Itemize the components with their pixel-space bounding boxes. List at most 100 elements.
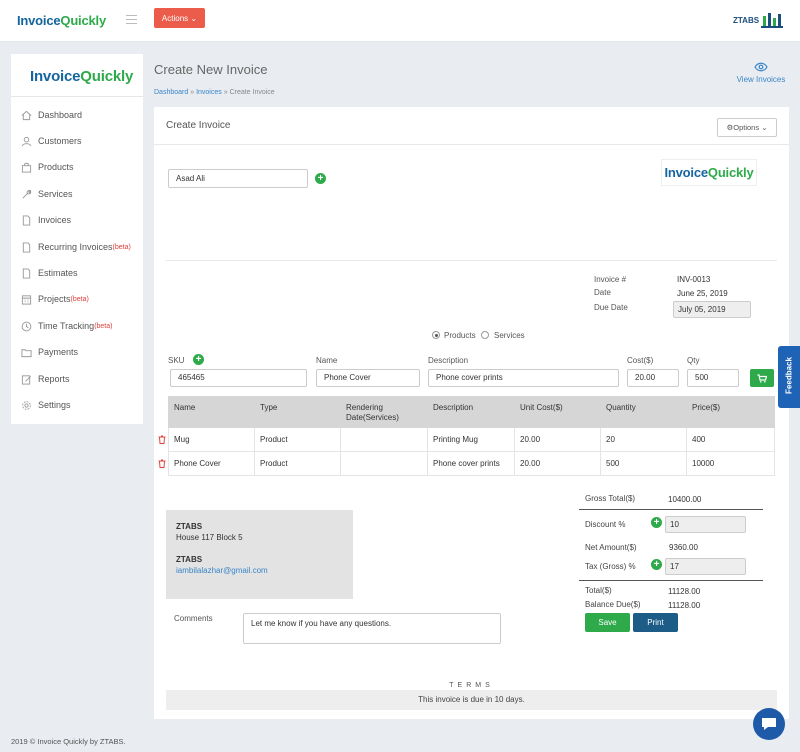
balance-due-label: Balance Due($) xyxy=(585,600,641,609)
services-radio-label: Services xyxy=(494,331,525,340)
company-logo-icon[interactable] xyxy=(760,10,784,30)
cost-input[interactable]: 20.00 xyxy=(627,369,679,387)
tax-plus-icon[interactable]: + xyxy=(651,559,662,570)
chat-button[interactable] xyxy=(753,708,785,740)
options-button[interactable]: ⚙Options ⌄ xyxy=(717,118,777,137)
sidebar: InvoiceQuickly Dashboard Customers Produ… xyxy=(11,54,143,424)
header-price: Price($) xyxy=(692,403,721,412)
tax-input[interactable]: 17 xyxy=(665,558,746,575)
gross-total-label: Gross Total($) xyxy=(585,494,636,503)
sidebar-item-invoices[interactable]: Invoices xyxy=(21,213,71,227)
products-radio-label: Products xyxy=(444,331,476,340)
delete-row-icon[interactable] xyxy=(158,459,166,468)
date-value[interactable]: June 25, 2019 xyxy=(677,289,728,298)
table-header: Name Type Rendering Date(Services) Descr… xyxy=(168,396,775,428)
due-date-field[interactable]: July 05, 2019 xyxy=(673,301,751,318)
description-input[interactable]: Phone cover prints xyxy=(428,369,619,387)
edit-icon xyxy=(21,374,31,385)
delete-row-icon[interactable] xyxy=(158,435,166,444)
sidebar-item-estimates[interactable]: Estimates xyxy=(21,266,78,280)
net-amount-value: 9360.00 xyxy=(669,543,698,552)
sku-input[interactable]: 465465 xyxy=(170,369,307,387)
feedback-tab[interactable]: Feedback xyxy=(778,346,800,408)
add-sku-icon[interactable]: + xyxy=(193,354,204,365)
sidebar-item-dashboard[interactable]: Dashboard xyxy=(21,108,82,122)
cell-unit-cost: 20.00 xyxy=(514,452,600,476)
add-to-cart-button[interactable] xyxy=(750,369,774,387)
sidebar-logo[interactable]: InvoiceQuickly xyxy=(30,68,134,85)
discount-plus-icon[interactable]: + xyxy=(651,517,662,528)
comments-textarea[interactable]: Let me know if you have any questions. xyxy=(243,613,501,644)
save-button[interactable]: Save xyxy=(585,613,630,632)
company-name: ZTABS xyxy=(176,522,203,531)
invoice-logo: Invoice Quickly xyxy=(661,159,757,186)
services-radio[interactable] xyxy=(481,331,489,339)
sidebar-item-services[interactable]: Services xyxy=(21,187,73,201)
actions-button[interactable]: Actions ⌄ xyxy=(154,8,205,28)
cell-rendering-date xyxy=(340,452,427,476)
add-customer-icon[interactable]: + xyxy=(315,173,326,184)
header-quantity: Quantity xyxy=(606,403,636,412)
top-bar: InvoiceQuickly Actions ⌄ ZTABS xyxy=(0,0,800,42)
qty-label: Qty xyxy=(687,356,700,365)
sidebar-item-customers[interactable]: Customers xyxy=(21,134,82,148)
products-radio[interactable] xyxy=(432,331,440,339)
cost-label: Cost($) xyxy=(627,356,654,365)
name-label: Name xyxy=(316,356,338,365)
sidebar-item-settings[interactable]: Settings xyxy=(21,398,71,412)
qty-input[interactable]: 500 xyxy=(687,369,739,387)
user-icon xyxy=(21,136,32,146)
summary-divider-2 xyxy=(579,580,763,581)
name-input[interactable]: Phone Cover xyxy=(316,369,420,387)
sidebar-item-recurring-invoices[interactable]: Recurring Invoices (beta) xyxy=(21,240,131,254)
discount-input[interactable]: 10 xyxy=(665,516,746,533)
cell-description: Printing Mug xyxy=(427,428,514,452)
cell-price: 400 xyxy=(686,428,775,452)
summary-divider xyxy=(579,509,763,510)
table-row: Phone Cover Product Phone cover prints 2… xyxy=(158,452,775,476)
cell-quantity: 20 xyxy=(600,428,686,452)
address-box: ZTABS House 117 Block 5 ZTABS iambilalaz… xyxy=(166,510,353,599)
gear-icon: ⚙ xyxy=(726,123,734,132)
home-icon xyxy=(21,110,32,120)
terms-title: TERMS xyxy=(449,682,494,689)
view-invoices-link[interactable]: View Invoices xyxy=(733,62,789,84)
cart-icon xyxy=(757,373,768,383)
sidebar-item-reports[interactable]: Reports xyxy=(21,372,70,386)
cell-quantity: 500 xyxy=(600,452,686,476)
total-value: 11128.00 xyxy=(668,587,701,596)
document-icon xyxy=(22,214,31,226)
invoice-number-value: INV-0013 xyxy=(677,275,711,284)
clock-icon xyxy=(21,321,32,331)
sidebar-item-projects[interactable]: Projects (beta) xyxy=(21,292,89,306)
terms-text: This invoice is due in 10 days. xyxy=(166,690,777,710)
bag-icon xyxy=(21,162,32,173)
company-email[interactable]: iambilalazhar@gmail.com xyxy=(176,566,268,575)
breadcrumb-invoices[interactable]: Invoices xyxy=(196,89,222,96)
footer-text: 2019 © Invoice Quickly by ZTABS. xyxy=(11,737,126,746)
total-label: Total($) xyxy=(585,586,612,595)
brand-name: ZTABS xyxy=(733,16,760,25)
app-logo[interactable]: InvoiceQuickly xyxy=(17,13,106,28)
sku-label: SKU xyxy=(168,356,185,365)
breadcrumb-dashboard[interactable]: Dashboard xyxy=(154,89,189,96)
customer-select[interactable]: Asad Ali xyxy=(168,169,308,188)
sidebar-item-payments[interactable]: Payments xyxy=(21,345,78,359)
company-street: House 117 Block 5 xyxy=(176,533,243,542)
description-label: Description xyxy=(428,356,469,365)
company-name-2: ZTABS xyxy=(176,555,203,564)
invoice-number-label: Invoice # xyxy=(594,275,627,284)
table-row: Mug Product Printing Mug 20.00 20 400 xyxy=(158,428,775,452)
eye-icon xyxy=(754,62,768,72)
hamburger-icon[interactable] xyxy=(126,15,137,25)
document-icon xyxy=(22,241,31,253)
cell-name: Mug xyxy=(168,428,254,452)
discount-label: Discount % xyxy=(585,520,626,529)
net-amount-label: Net Amount($) xyxy=(585,543,637,552)
breadcrumb: Dashboard » Invoices » Create Invoice xyxy=(154,89,275,96)
chat-icon xyxy=(762,718,776,730)
card-divider xyxy=(154,144,789,145)
sidebar-item-products[interactable]: Products xyxy=(21,160,74,174)
print-button[interactable]: Print xyxy=(633,613,678,632)
sidebar-item-time-tracking[interactable]: Time Tracking (beta) xyxy=(21,319,112,333)
